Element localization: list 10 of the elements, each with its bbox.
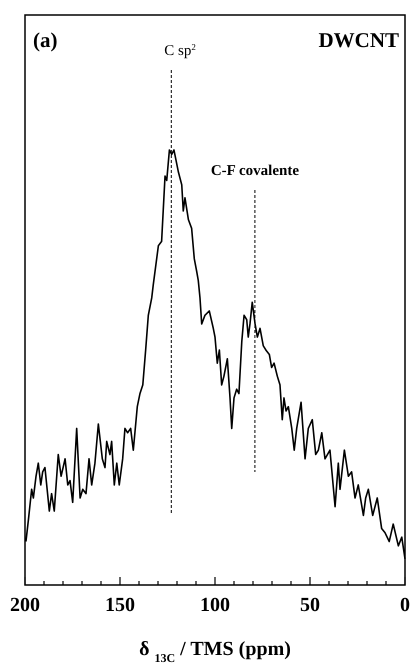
x-tick-label: 100: [200, 594, 230, 616]
x-tick-label: 150: [105, 594, 135, 616]
x-tick-label: 0: [400, 594, 410, 616]
ref-line-label: C sp$^{2}$: [164, 42, 196, 59]
text: DWCNT: [318, 28, 399, 52]
text: (a): [33, 28, 58, 52]
x-tick-label: 200: [10, 594, 40, 616]
x-axis-title: δ $_{13C}$ / TMS (ppm): [139, 638, 291, 665]
x-tick-label: 50: [300, 594, 320, 616]
ref-line-label: C-F covalente: [210, 163, 300, 179]
